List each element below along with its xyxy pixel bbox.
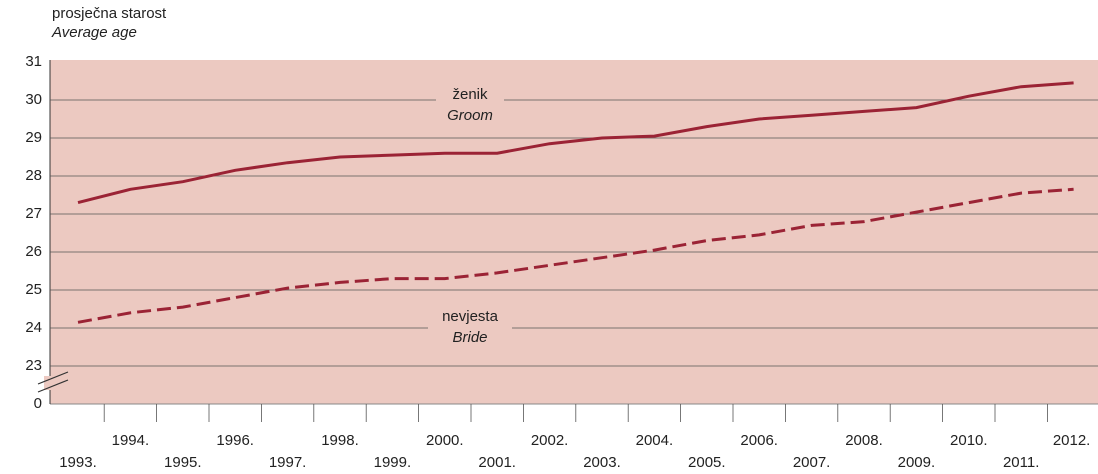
series-label: Bride bbox=[452, 329, 487, 346]
x-tick-label: 1998. bbox=[321, 432, 359, 449]
x-tick-label: 2010. bbox=[950, 432, 988, 449]
x-tick-label: 2005. bbox=[688, 454, 726, 471]
series-label: nevjesta bbox=[442, 308, 499, 325]
x-tick-label: 2007. bbox=[793, 454, 831, 471]
series-line bbox=[77, 81, 1074, 205]
x-tick-label: 1995. bbox=[164, 454, 202, 471]
x-tick-label: 2008. bbox=[845, 432, 883, 449]
y-tick-label: 28 bbox=[25, 167, 42, 184]
series-label: ženik bbox=[452, 86, 488, 103]
y-tick-label: 26 bbox=[25, 243, 42, 260]
axis-break bbox=[37, 379, 69, 393]
series-label: Groom bbox=[447, 107, 493, 124]
x-tick-label: 1997. bbox=[269, 454, 307, 471]
x-tick-label: 1994. bbox=[112, 432, 150, 449]
y-axis-title: Average age bbox=[51, 24, 137, 41]
x-tick-label: 2003. bbox=[583, 454, 621, 471]
label-box bbox=[436, 82, 504, 128]
x-tick-label: 2009. bbox=[898, 454, 936, 471]
x-tick-label: 2000. bbox=[426, 432, 464, 449]
x-tick-label: 1999. bbox=[374, 454, 412, 471]
y-tick-label: 25 bbox=[25, 281, 42, 298]
plot-area bbox=[50, 60, 1098, 404]
x-tick-label: 2011. bbox=[1003, 454, 1039, 471]
x-tick-label: 2006. bbox=[740, 432, 778, 449]
x-tick-label: 2001. bbox=[478, 454, 516, 471]
x-tick-label: 1993. bbox=[59, 454, 97, 471]
y-tick-label: 31 bbox=[25, 53, 42, 70]
axis-break bbox=[37, 371, 69, 385]
y-axis-title: prosječna starost bbox=[52, 5, 167, 22]
y-tick-label: 29 bbox=[25, 129, 42, 146]
x-tick-label: 2012. bbox=[1053, 432, 1091, 449]
series-line bbox=[77, 187, 1074, 324]
y-tick-label: 24 bbox=[25, 319, 42, 336]
y-tick-label: 30 bbox=[25, 91, 42, 108]
y-tick-label: 27 bbox=[25, 205, 42, 222]
x-tick-label: 2004. bbox=[636, 432, 674, 449]
x-tick-label: 1996. bbox=[216, 432, 254, 449]
y-tick-label: 23 bbox=[25, 357, 42, 374]
y-tick-label: 0 bbox=[34, 395, 42, 412]
x-tick-label: 2002. bbox=[531, 432, 569, 449]
label-box bbox=[428, 304, 512, 350]
